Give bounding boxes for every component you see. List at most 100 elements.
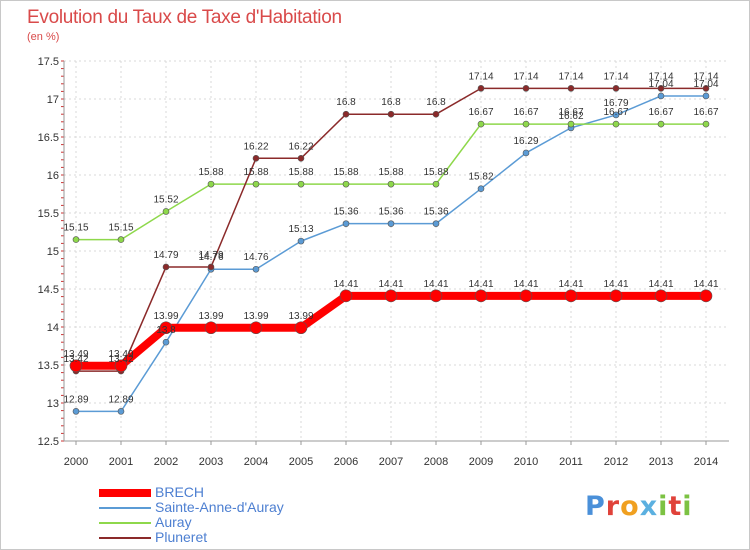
data-label: 17.14 bbox=[468, 71, 493, 82]
y-tick-label: 14 bbox=[47, 322, 59, 334]
legend-swatch bbox=[99, 522, 151, 524]
data-point bbox=[204, 321, 218, 335]
data-point bbox=[387, 110, 395, 118]
y-tick-label: 13 bbox=[47, 398, 59, 410]
data-point bbox=[117, 408, 125, 415]
legend-swatch bbox=[99, 489, 151, 497]
data-label: 13.49 bbox=[63, 349, 88, 360]
data-label: 15.36 bbox=[333, 207, 358, 218]
y-tick-label: 16 bbox=[47, 170, 59, 182]
data-label: 15.36 bbox=[423, 207, 448, 218]
data-point bbox=[72, 408, 80, 415]
data-point bbox=[162, 338, 170, 346]
logo-letter: i bbox=[682, 491, 693, 522]
data-label: 15.82 bbox=[468, 172, 493, 183]
data-label: 15.52 bbox=[153, 194, 178, 205]
data-point bbox=[252, 154, 260, 162]
unit-label: (en %) bbox=[27, 31, 60, 43]
logo-letter: r bbox=[605, 491, 621, 522]
logo-letter: t bbox=[668, 491, 683, 522]
data-label: 13.42 bbox=[63, 354, 88, 365]
data-point bbox=[114, 359, 128, 373]
data-label: 16.8 bbox=[336, 97, 356, 108]
data-point bbox=[657, 85, 665, 92]
data-point bbox=[69, 359, 83, 373]
data-point bbox=[702, 120, 710, 128]
y-tick-label: 14.5 bbox=[38, 284, 59, 296]
axes: 12.5 13 13.5 14 14.5 15 15.5 16 16.5 17 17.5 2000 20… bbox=[38, 56, 729, 468]
data-label: 16.8 bbox=[381, 97, 401, 108]
data-point bbox=[72, 236, 80, 243]
legend-label: Auray bbox=[155, 514, 192, 530]
data-point bbox=[564, 289, 578, 303]
x-tick-label: 2011 bbox=[559, 456, 583, 468]
data-label: 17.14 bbox=[603, 71, 628, 82]
data-label: 14.41 bbox=[648, 279, 673, 290]
data-point bbox=[477, 120, 485, 128]
data-label: 14.41 bbox=[378, 279, 403, 290]
data-label: 15.88 bbox=[288, 167, 313, 178]
logo-letter: o bbox=[620, 491, 640, 522]
data-label: 16.79 bbox=[603, 98, 628, 109]
data-label: 17.14 bbox=[558, 71, 583, 82]
data-label: 14.41 bbox=[333, 279, 358, 290]
data-point bbox=[519, 289, 533, 303]
x-tick-label: 2003 bbox=[199, 456, 223, 468]
x-tick-label: 2010 bbox=[514, 456, 538, 468]
data-label: 17.14 bbox=[513, 71, 538, 82]
legend-label: Pluneret bbox=[155, 529, 208, 545]
x-tick-label: 2007 bbox=[379, 456, 403, 468]
data-point bbox=[249, 321, 263, 335]
x-tick-label: 2008 bbox=[424, 456, 448, 468]
data-point bbox=[609, 289, 623, 303]
data-point bbox=[342, 220, 350, 227]
data-label: 16.67 bbox=[558, 107, 583, 118]
data-point bbox=[297, 180, 305, 188]
data-point bbox=[654, 289, 668, 303]
y-tick-label: 17.5 bbox=[38, 56, 59, 68]
data-label: 16.67 bbox=[693, 107, 718, 118]
chart-title: Evolution du Taux de Taxe d'Habitation bbox=[27, 7, 342, 28]
legend-label: BRECH bbox=[155, 484, 205, 500]
legend-label: Sainte-Anne-d'Auray bbox=[155, 499, 284, 515]
data-label: 15.15 bbox=[108, 223, 133, 234]
y-tick-label: 17 bbox=[47, 94, 59, 106]
data-point bbox=[702, 85, 710, 92]
data-point bbox=[339, 289, 353, 303]
proxiti-logo: Proxiti bbox=[585, 491, 693, 522]
data-point bbox=[294, 321, 308, 335]
data-point bbox=[162, 208, 170, 215]
data-point bbox=[432, 220, 440, 227]
y-tick-label: 16.5 bbox=[38, 132, 59, 144]
data-label: 13.42 bbox=[108, 354, 133, 365]
data-label: 14.41 bbox=[513, 279, 538, 290]
data-point bbox=[159, 321, 173, 335]
data-label: 17.14 bbox=[693, 71, 718, 82]
x-tick-label: 2004 bbox=[244, 456, 268, 468]
data-label: 14.41 bbox=[693, 279, 718, 290]
data-label: 15.13 bbox=[288, 224, 313, 235]
data-label: 16.29 bbox=[513, 136, 538, 147]
x-tick-label: 2009 bbox=[469, 456, 493, 468]
data-label: 17.04 bbox=[648, 79, 673, 90]
data-point bbox=[567, 85, 575, 92]
data-label: 15.88 bbox=[243, 167, 268, 178]
data-label: 16.67 bbox=[603, 107, 628, 118]
data-point bbox=[522, 149, 530, 157]
x-tick-label: 2002 bbox=[154, 456, 178, 468]
data-label: 14.76 bbox=[198, 252, 223, 263]
data-point bbox=[567, 120, 575, 128]
x-tick-label: 2014 bbox=[694, 456, 718, 468]
data-label: 13.99 bbox=[198, 311, 223, 322]
data-label: 15.88 bbox=[333, 167, 358, 178]
data-label: 14.79 bbox=[198, 250, 223, 261]
data-label: 15.36 bbox=[378, 207, 403, 218]
data-point bbox=[252, 265, 260, 273]
data-label: 15.88 bbox=[198, 167, 223, 178]
data-label: 15.88 bbox=[378, 167, 403, 178]
data-label: 13.49 bbox=[108, 349, 133, 360]
data-label: 13.99 bbox=[243, 311, 268, 322]
data-point bbox=[342, 180, 350, 188]
x-tick-label: 2001 bbox=[109, 456, 133, 468]
